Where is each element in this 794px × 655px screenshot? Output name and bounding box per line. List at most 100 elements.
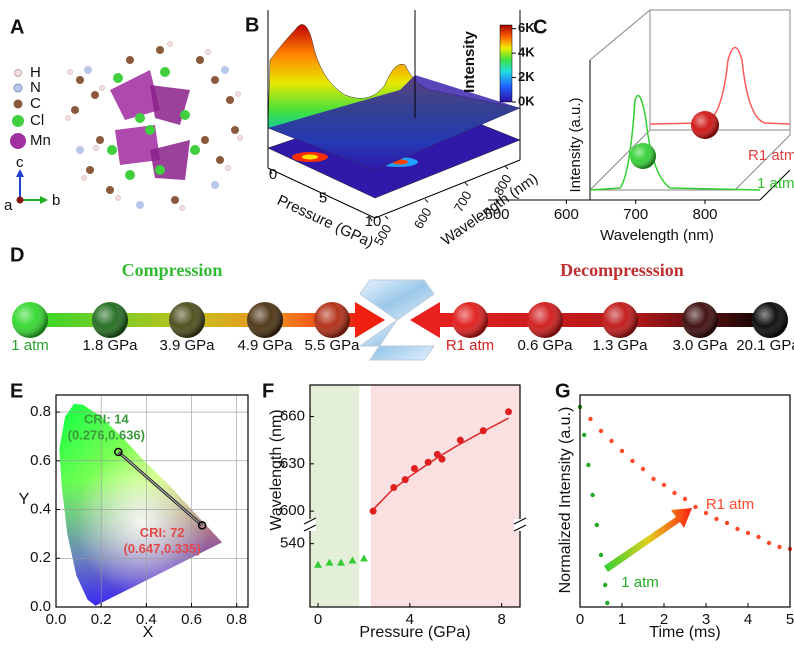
y-tick <box>384 215 389 220</box>
y-tick-label: 0.4 <box>30 500 51 517</box>
pressure-label: 1.8 GPa <box>82 337 138 354</box>
panel-label: D <box>10 244 24 266</box>
sphere-shade <box>314 302 350 338</box>
marker <box>598 428 604 434</box>
x-tick-label: 500 <box>484 206 509 223</box>
legend-markers <box>10 69 26 149</box>
marker <box>314 560 323 568</box>
legend-label: N <box>30 79 41 96</box>
x-axis-title: Pressure (GPa) <box>359 624 470 641</box>
marker <box>630 458 635 464</box>
value-label: (0.276,0.636) <box>68 427 145 442</box>
marker <box>438 455 446 463</box>
x-tick-label: 10 <box>365 213 382 230</box>
value-label: (0.647,0.335) <box>123 541 200 556</box>
y-tick-label: 0.8 <box>30 403 51 420</box>
sphere-shade <box>169 302 205 338</box>
sphere-shade <box>682 302 718 338</box>
y-axis-title: Y <box>19 491 30 508</box>
surface-plot <box>267 10 521 219</box>
sphere-shade <box>452 302 488 338</box>
marker <box>609 438 614 444</box>
sphere-shade <box>691 111 719 139</box>
axis-name: c <box>16 154 24 171</box>
x-tick-label: 0.2 <box>91 611 112 628</box>
panel-label: G <box>555 380 571 402</box>
x-tick-label: 0.0 <box>46 611 67 628</box>
marker <box>594 522 599 528</box>
marker <box>661 482 667 488</box>
panel-label: E <box>10 380 23 402</box>
pressure-label: 3.0 GPa <box>672 337 728 354</box>
x-tick-label: 2 <box>660 611 668 628</box>
x-tick-label: 0.6 <box>181 611 202 628</box>
y-tick-label: 600 <box>411 205 435 231</box>
pressure-label: 20.1 GPa <box>736 337 794 354</box>
marker <box>348 556 357 564</box>
colorbar-tick-label: 0K <box>518 93 535 108</box>
marker <box>714 516 719 522</box>
y-tick-label: 0.2 <box>30 549 51 566</box>
y-tick <box>504 165 509 170</box>
decay-arrow <box>604 508 692 572</box>
sphere-shade <box>527 302 563 338</box>
sphere-shade <box>602 302 638 338</box>
axis-name: a <box>4 197 13 214</box>
shift-arrow-inner <box>118 451 203 526</box>
panel-label: C <box>533 16 547 38</box>
colorbar-tick-label: 2K <box>518 69 535 84</box>
colorbar-title: Intensity <box>461 31 478 93</box>
marker <box>590 492 595 498</box>
x-axis-title: X <box>143 624 154 641</box>
sphere-shade <box>752 302 788 338</box>
panel-label: B <box>245 14 259 36</box>
pressure-label: 1 atm <box>11 337 49 354</box>
legend-label: C <box>30 95 41 112</box>
marker <box>582 432 587 438</box>
y-tick <box>424 198 429 203</box>
curve-label: R1 atm <box>748 147 794 164</box>
x-tick <box>369 216 373 222</box>
marker <box>369 507 377 515</box>
marker <box>672 490 677 496</box>
plot-frame <box>309 384 521 608</box>
sphere-shade <box>92 302 128 338</box>
marker <box>586 462 591 468</box>
pressure-label: 1.3 GPa <box>592 337 648 354</box>
x-tick-label: 700 <box>623 206 648 223</box>
x-tick-label: 0.8 <box>226 611 247 628</box>
panel-label: A <box>10 16 24 38</box>
axis-triad <box>16 169 48 204</box>
marker <box>682 496 688 502</box>
marker <box>756 534 761 540</box>
pressure-label: R1 atm <box>446 337 494 354</box>
plot-frame <box>55 394 249 608</box>
marker <box>325 558 334 566</box>
colorbar-tick-label: 6K <box>518 20 535 35</box>
marker <box>603 582 608 588</box>
y-tick-label: 600 <box>280 502 305 519</box>
y-tick-label: 700 <box>451 188 475 214</box>
x-tick-label: 4 <box>406 611 414 628</box>
pressure-arrows <box>30 279 772 361</box>
legend-label: Cl <box>30 112 44 129</box>
series-label: R1 atm <box>706 496 754 513</box>
marker <box>505 408 513 416</box>
cie-point <box>197 521 207 530</box>
x-tick-label: 800 <box>692 206 717 223</box>
axis-name: b <box>52 192 60 209</box>
marker <box>703 510 709 516</box>
point-label: CRI: 72 <box>140 525 185 540</box>
cie-point <box>114 447 123 457</box>
decompression-title: Decompresssion <box>560 260 684 280</box>
marker <box>424 458 432 466</box>
x-tick-label: 4 <box>744 611 752 628</box>
point-label: CRI: 14 <box>84 411 130 426</box>
x-tick-label: 1 <box>618 611 626 628</box>
x-tick-label: 600 <box>554 206 579 223</box>
y-tick-label: 660 <box>280 407 305 424</box>
x-tick <box>269 169 273 175</box>
marker <box>598 552 604 558</box>
y-tick-label: 630 <box>280 455 305 472</box>
